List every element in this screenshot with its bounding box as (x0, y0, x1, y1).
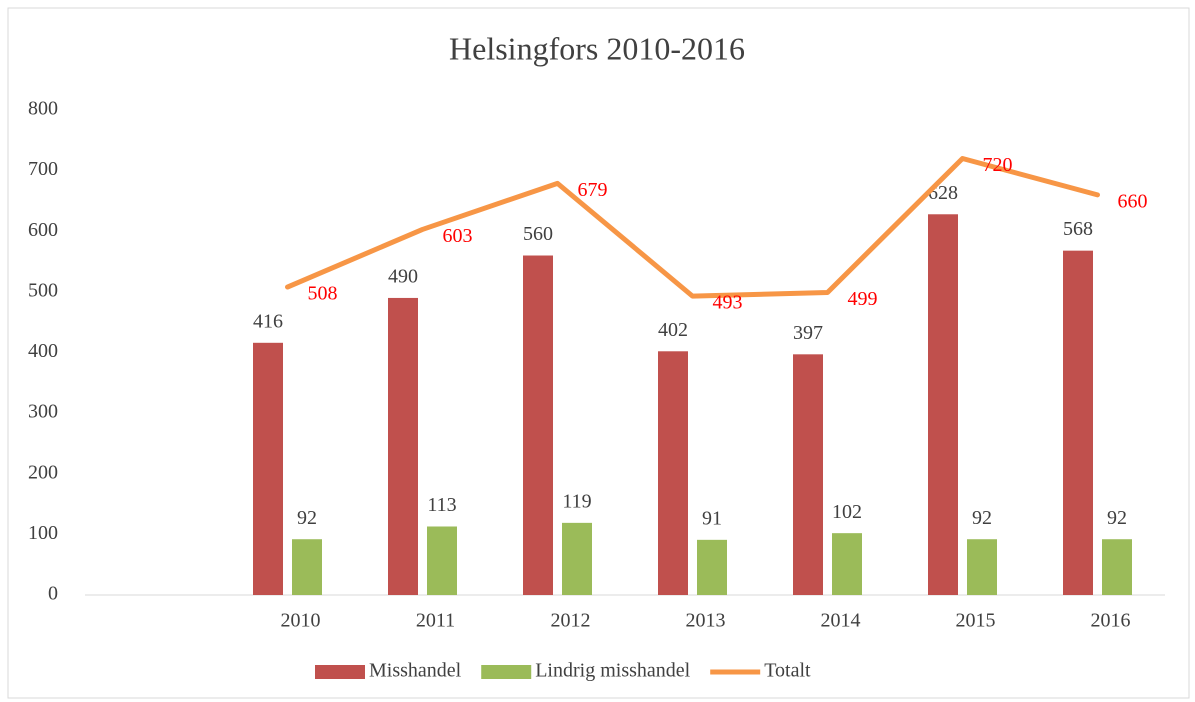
bar (928, 214, 958, 595)
line (285, 156, 1100, 299)
legend-swatch (315, 665, 365, 679)
legend-swatch (481, 665, 532, 679)
x-tick-label: 2015 (956, 610, 996, 632)
bar (253, 342, 283, 595)
x-tick-label: 2011 (416, 610, 455, 632)
y-tick-label: 100 (28, 522, 58, 544)
bar-value-label: 102 (832, 501, 862, 523)
line-value-label: 493 (713, 292, 743, 314)
bar-value-label: 568 (1063, 218, 1093, 240)
bar-value-label: 92 (297, 507, 317, 529)
bar-value-label: 113 (427, 494, 456, 516)
x-tick-label: 2010 (281, 610, 321, 632)
bar (697, 539, 727, 595)
bar (388, 297, 418, 595)
x-tick-label: 2016 (1091, 610, 1131, 632)
y-tick-label: 200 (28, 461, 58, 483)
bar-value-label: 397 (793, 322, 823, 344)
y-tick-label: 500 (28, 279, 58, 301)
bar (1102, 539, 1132, 595)
y-tick-label: 800 (28, 98, 58, 120)
line-value-label: 720 (983, 154, 1013, 176)
chart-title: Helsingfors 2010-2016 (449, 30, 745, 66)
x-tick-label: 2013 (686, 610, 726, 632)
y-tick-label: 300 (28, 401, 58, 423)
y-tick-label: 0 (48, 583, 58, 605)
bar (292, 539, 322, 595)
bar-value-label: 560 (523, 223, 553, 245)
bar (967, 539, 997, 595)
y-tick-label: 700 (28, 158, 58, 180)
y-tick-label: 400 (28, 340, 58, 362)
bar (1063, 250, 1093, 595)
bar (832, 533, 862, 595)
line-value-label: 508 (308, 283, 338, 305)
x-tick-label: 2014 (821, 610, 861, 632)
bar-value-label: 119 (562, 490, 591, 512)
bar (658, 351, 688, 595)
bar (793, 354, 823, 595)
legend-label: Lindrig misshandel (535, 660, 690, 682)
y-tick-label: 600 (28, 219, 58, 241)
line-value-label: 679 (578, 179, 608, 201)
line-value-label: 660 (1118, 190, 1148, 212)
line-value-label: 499 (848, 288, 878, 310)
legend-label: Totalt (764, 660, 811, 682)
legend-label: Misshandel (369, 660, 462, 682)
bar-value-label: 490 (388, 266, 418, 288)
bar-value-label: 91 (702, 507, 722, 529)
bar-value-label: 416 (253, 310, 283, 332)
bar-value-label: 92 (972, 507, 992, 529)
bar-value-label: 402 (658, 319, 688, 341)
bar-value-label: 92 (1107, 507, 1127, 529)
chart-frame (7, 7, 1190, 699)
bar (562, 522, 592, 595)
bar (523, 255, 553, 595)
line-value-label: 603 (443, 225, 473, 247)
x-tick-label: 2012 (551, 610, 591, 632)
bar (427, 526, 457, 595)
